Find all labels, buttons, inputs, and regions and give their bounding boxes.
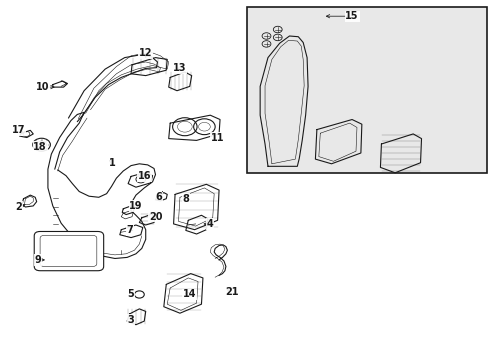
Text: 15: 15 — [345, 11, 358, 21]
Text: 10: 10 — [36, 82, 50, 92]
Text: 7: 7 — [126, 225, 133, 235]
FancyBboxPatch shape — [34, 231, 103, 271]
Text: 21: 21 — [225, 287, 239, 297]
Text: 6: 6 — [155, 192, 162, 202]
Text: 19: 19 — [129, 201, 142, 211]
Text: 5: 5 — [127, 289, 134, 300]
Text: 20: 20 — [148, 212, 162, 222]
Text: 11: 11 — [210, 132, 224, 143]
FancyBboxPatch shape — [40, 235, 97, 266]
Bar — [246, 7, 486, 173]
Text: 4: 4 — [206, 219, 213, 229]
Text: 1: 1 — [109, 158, 116, 168]
Text: 2: 2 — [15, 202, 22, 212]
Text: 9: 9 — [35, 255, 41, 265]
Text: 13: 13 — [173, 63, 186, 73]
Text: 14: 14 — [183, 289, 196, 300]
Text: 8: 8 — [182, 194, 189, 204]
Text: 18: 18 — [33, 142, 47, 152]
Text: 16: 16 — [137, 171, 151, 181]
Text: 17: 17 — [12, 125, 25, 135]
Text: 3: 3 — [127, 315, 134, 325]
Text: 12: 12 — [139, 48, 152, 58]
